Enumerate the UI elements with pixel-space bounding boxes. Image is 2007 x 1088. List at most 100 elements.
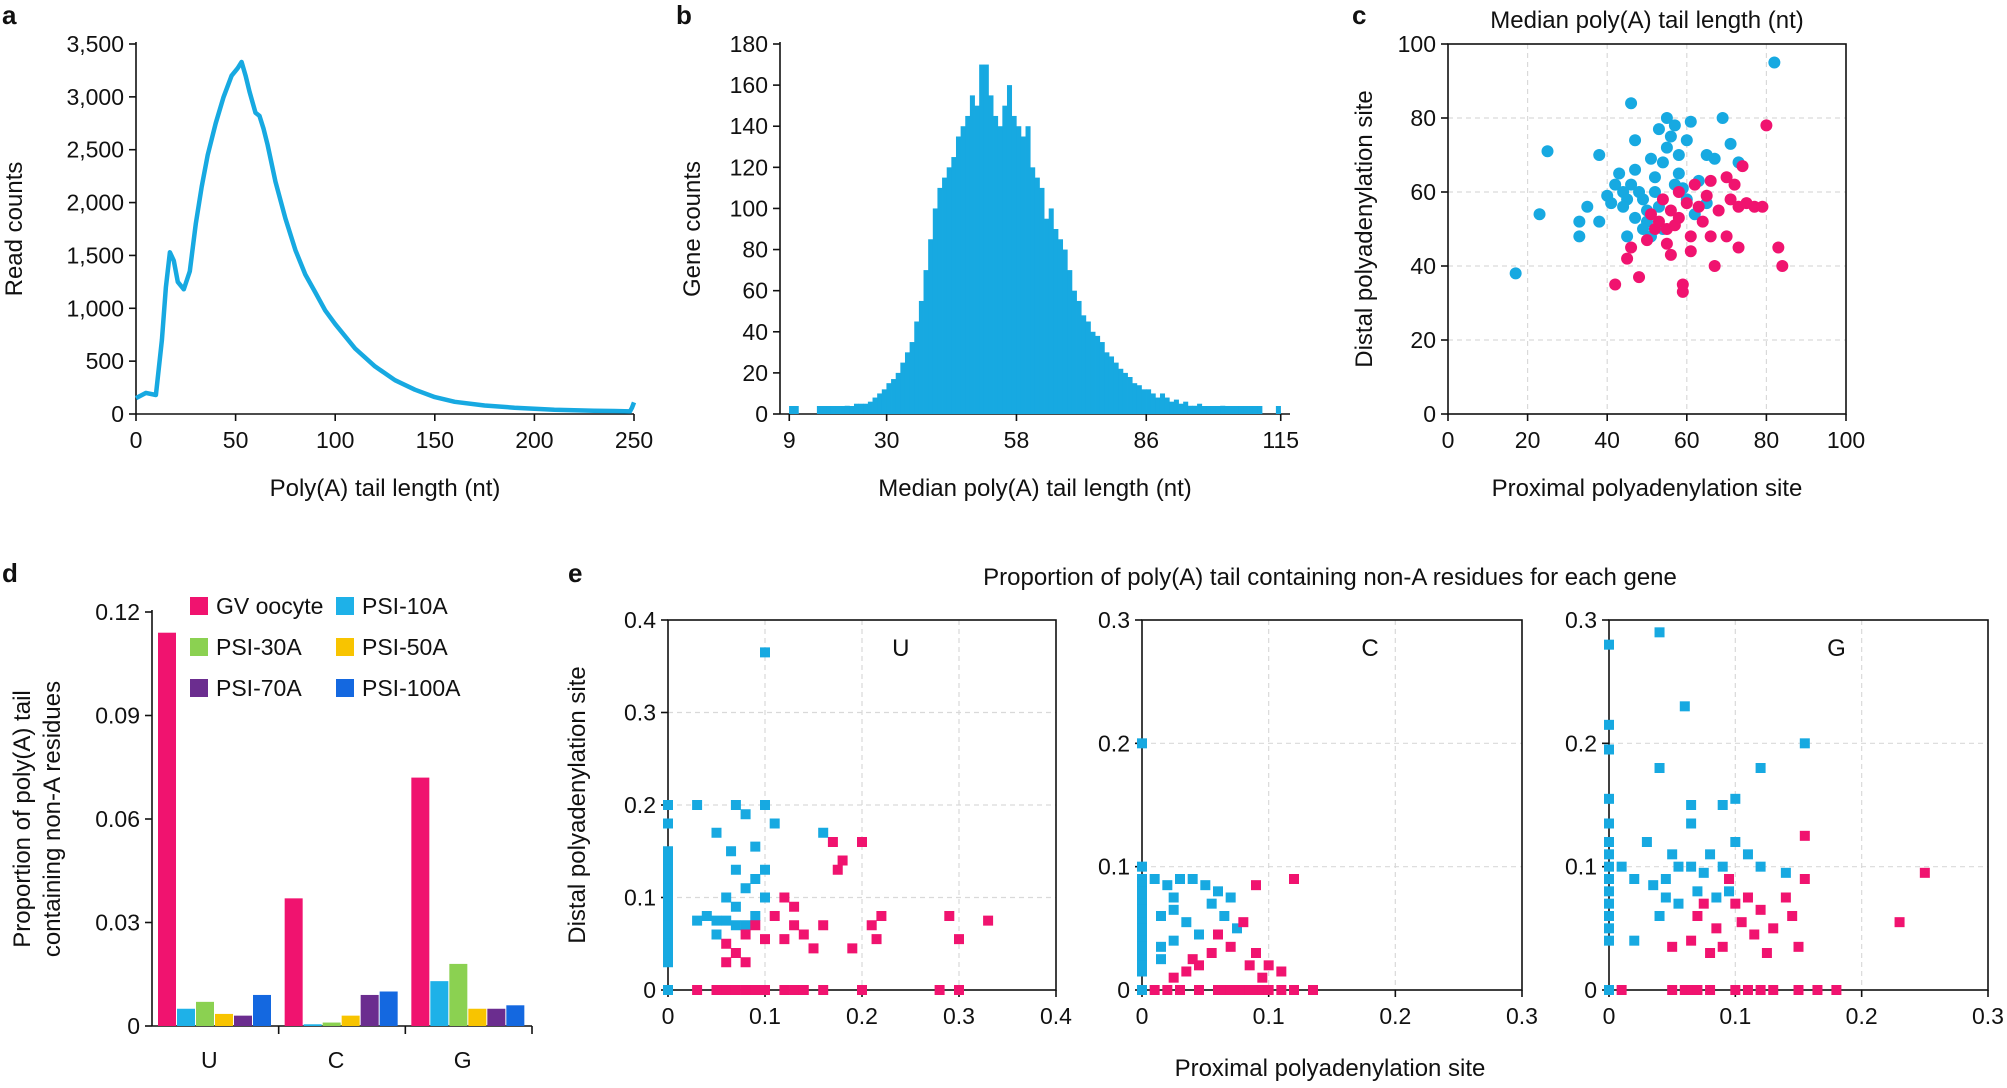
scatter-square-magenta (798, 985, 809, 995)
scatter-point-magenta (1676, 278, 1689, 291)
scatter-point-cyan (1617, 200, 1630, 213)
scatter-square-cyan (1137, 904, 1147, 915)
scatter-square-magenta (1232, 985, 1242, 995)
histogram-bar (918, 300, 924, 414)
histogram-bar (853, 403, 860, 414)
bar-psi-50a (341, 1015, 360, 1026)
scatter-square-magenta (1787, 911, 1798, 921)
histogram-bar (1159, 393, 1166, 414)
y-tick-label: 140 (730, 113, 768, 139)
histogram-bar (821, 406, 827, 414)
scatter-square-magenta (827, 837, 838, 847)
scatter-square-magenta (740, 957, 751, 968)
y-axis-label: Distal polyadenylation site (564, 666, 591, 944)
scatter-square-cyan (663, 800, 673, 810)
scatter-square-cyan (1730, 837, 1741, 847)
histogram-bar (793, 406, 799, 414)
scatter-square-cyan (1724, 886, 1735, 897)
scatter-square-magenta (1755, 985, 1766, 995)
scatter-square-magenta (711, 985, 722, 995)
histogram-bar (1085, 321, 1091, 414)
x-axis-label: Median poly(A) tail length (nt) (878, 475, 1191, 502)
scatter-square-magenta (871, 934, 882, 945)
scatter-square-cyan (1604, 874, 1614, 884)
histogram-bar (1122, 372, 1128, 414)
scatter-point-cyan (1533, 208, 1546, 221)
legend-label: PSI-70A (216, 675, 302, 701)
scatter-square-cyan (1137, 929, 1147, 940)
scatter-square-cyan (1604, 818, 1614, 829)
scatter-square-cyan (1717, 861, 1728, 872)
histogram-bar (932, 208, 938, 414)
scatter-point-magenta (1609, 278, 1622, 291)
scatter-square-cyan (1660, 892, 1671, 903)
scatter-square-cyan (1604, 849, 1614, 860)
bar-psi-30a (322, 1022, 341, 1026)
histogram-bar (1238, 406, 1244, 414)
scatter-square-cyan (663, 920, 673, 931)
scatter-point-magenta (1692, 200, 1705, 213)
scatter-point-magenta (1708, 260, 1721, 272)
scatter-square-magenta (1667, 941, 1678, 952)
y-tick-label: 0 (1117, 977, 1130, 1003)
histogram-bar (895, 372, 901, 414)
scatter-square-magenta (1742, 892, 1753, 903)
x-tick-label: G (454, 1047, 472, 1073)
x-tick-label: 40 (1594, 427, 1620, 453)
histogram-bar (1164, 397, 1170, 414)
scatter-square-cyan (740, 809, 751, 820)
x-tick-label: 0.1 (1253, 1003, 1285, 1029)
bar-psi-10a (177, 1008, 195, 1026)
plot-frame (1608, 619, 1989, 991)
scatter-point-magenta (1680, 197, 1693, 210)
x-tick-label: 80 (1754, 427, 1780, 453)
x-tick-label: 58 (1004, 427, 1030, 453)
x-tick-label: 30 (874, 427, 900, 453)
scatter-square-cyan (1137, 917, 1147, 928)
histogram-bar (1201, 406, 1207, 414)
x-tick-label: 0.3 (1972, 1003, 2004, 1029)
scatter-square-magenta (769, 911, 780, 921)
y-tick-label: 80 (1410, 105, 1436, 131)
scatter-point-magenta (1672, 186, 1685, 198)
histogram-bar (1016, 126, 1022, 414)
histogram-bar (993, 115, 999, 414)
scatter-square-magenta (1919, 867, 1930, 878)
subplot-label-C: C (1361, 635, 1378, 662)
x-tick-label: 60 (1674, 427, 1700, 453)
bar-psi-10a (430, 981, 449, 1026)
y-tick-label: 0.09 (95, 703, 140, 729)
scatter-square-magenta (730, 948, 741, 958)
histogram-bar (1071, 290, 1077, 414)
scatter-square-cyan (1629, 935, 1640, 946)
scatter-point-cyan (1573, 230, 1586, 243)
x-tick-label: 0 (1603, 1003, 1616, 1029)
bar-psi-70a (360, 994, 379, 1026)
scatter-square-cyan (1213, 886, 1223, 897)
y-tick-label: 0.03 (95, 910, 140, 936)
scatter-square-cyan (1686, 861, 1697, 872)
legend-label: PSI-10A (362, 593, 448, 619)
y-tick-label: 0.3 (1098, 607, 1130, 633)
scatter-square-cyan (1654, 627, 1665, 638)
x-tick-label: 0.4 (1040, 1003, 1072, 1029)
scatter-square-magenta (1799, 830, 1810, 841)
scatter-point-cyan (1605, 197, 1618, 210)
histogram-bar (951, 157, 957, 415)
legend-label: GV oocyte (216, 593, 323, 619)
scatter-square-cyan (1181, 917, 1192, 928)
histogram-bar (923, 270, 929, 414)
scatter-square-cyan (1755, 861, 1766, 872)
histogram-bar (1020, 136, 1026, 414)
x-tick-label: 100 (1827, 427, 1865, 453)
scatter-square-cyan (1156, 941, 1166, 952)
bar-psi-70a (487, 1008, 506, 1026)
panel-letter-d: d (2, 558, 18, 588)
scatter-square-cyan (1137, 935, 1147, 946)
scatter-square-cyan (1730, 793, 1741, 804)
scatter-square-magenta (1162, 985, 1173, 995)
histogram-bar (1011, 115, 1017, 414)
scatter-square-cyan (726, 846, 737, 857)
scatter-point-magenta (1760, 119, 1773, 132)
x-tick-label: C (328, 1047, 345, 1073)
